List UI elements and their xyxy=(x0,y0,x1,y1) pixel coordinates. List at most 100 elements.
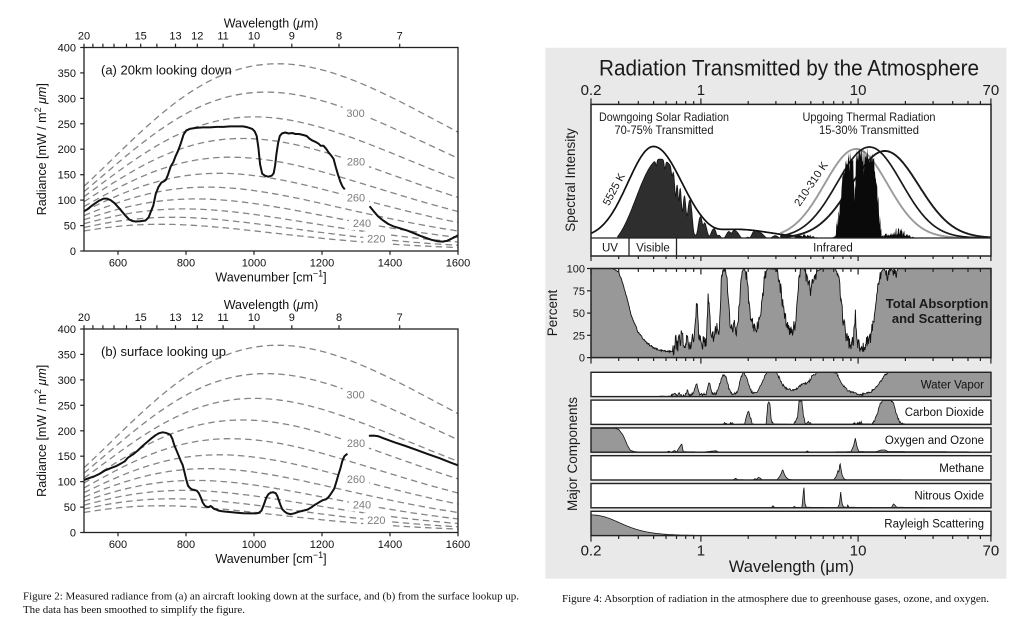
svg-text:1400: 1400 xyxy=(378,258,402,270)
svg-text:1000: 1000 xyxy=(242,258,266,270)
svg-text:600: 600 xyxy=(109,258,127,270)
svg-text:Wavelength (μm): Wavelength (μm) xyxy=(224,298,319,312)
svg-text:300: 300 xyxy=(58,93,76,105)
svg-text:11: 11 xyxy=(217,312,228,324)
svg-text:Radiance [mW / m2 μm]: Radiance [mW / m2 μm] xyxy=(33,365,49,497)
svg-text:Wavelength (μm): Wavelength (μm) xyxy=(729,558,854,576)
svg-text:11: 11 xyxy=(217,31,228,43)
svg-text:Carbon Dioxide: Carbon Dioxide xyxy=(905,407,984,419)
svg-text:150: 150 xyxy=(58,451,76,463)
svg-text:12: 12 xyxy=(191,31,203,43)
svg-text:240: 240 xyxy=(353,500,371,512)
svg-text:300: 300 xyxy=(58,375,76,387)
svg-text:1: 1 xyxy=(697,543,705,560)
svg-text:Infrared: Infrared xyxy=(813,243,853,255)
svg-text:1200: 1200 xyxy=(310,539,334,551)
svg-text:Figure 2: Measured radiance fr: Figure 2: Measured radiance from (a) an … xyxy=(23,592,519,603)
svg-text:Wavelength (μm): Wavelength (μm) xyxy=(224,17,319,31)
svg-text:20: 20 xyxy=(78,312,90,324)
svg-text:7: 7 xyxy=(397,312,403,324)
svg-text:1600: 1600 xyxy=(446,258,470,270)
svg-text:Downgoing Solar Radiation: Downgoing Solar Radiation xyxy=(599,110,729,124)
svg-text:Wavenumber [cm−1]: Wavenumber [cm−1] xyxy=(215,269,326,285)
svg-text:280: 280 xyxy=(347,157,365,169)
svg-text:250: 250 xyxy=(58,400,76,412)
svg-text:400: 400 xyxy=(58,324,76,336)
svg-text:1600: 1600 xyxy=(446,539,470,551)
svg-text:50: 50 xyxy=(573,308,585,320)
svg-text:Rayleigh Scattering: Rayleigh Scattering xyxy=(884,519,984,531)
svg-text:280: 280 xyxy=(347,438,365,450)
svg-text:Water Vapor: Water Vapor xyxy=(921,379,984,391)
svg-text:Figure 4: Absorption of radiat: Figure 4: Absorption of radiation in the… xyxy=(562,594,989,605)
svg-text:220: 220 xyxy=(367,233,385,245)
svg-text:Visible: Visible xyxy=(636,243,670,255)
svg-text:15: 15 xyxy=(135,312,147,324)
svg-text:100: 100 xyxy=(58,477,76,489)
svg-text:350: 350 xyxy=(58,349,76,361)
svg-text:400: 400 xyxy=(58,43,76,55)
svg-text:15: 15 xyxy=(135,31,147,43)
svg-text:Spectral Intensity: Spectral Intensity xyxy=(563,128,578,232)
svg-text:70: 70 xyxy=(983,82,1000,99)
svg-text:Nitrous Oxide: Nitrous Oxide xyxy=(914,491,984,503)
svg-text:1400: 1400 xyxy=(378,539,402,551)
svg-text:0: 0 xyxy=(70,528,76,540)
svg-text:0: 0 xyxy=(579,353,585,365)
svg-text:Total Absorption: Total Absorption xyxy=(886,296,989,311)
svg-text:Major Components: Major Components xyxy=(565,397,580,511)
svg-text:800: 800 xyxy=(177,539,195,551)
svg-text:10: 10 xyxy=(850,543,867,560)
svg-text:9: 9 xyxy=(289,31,295,43)
svg-text:Percent: Percent xyxy=(545,289,560,336)
svg-text:(b) surface looking up: (b) surface looking up xyxy=(101,344,226,359)
svg-text:10: 10 xyxy=(248,312,260,324)
svg-text:240: 240 xyxy=(353,218,371,230)
svg-text:220: 220 xyxy=(367,515,385,527)
svg-text:300: 300 xyxy=(346,389,364,401)
svg-text:Oxygen and Ozone: Oxygen and Ozone xyxy=(885,435,984,447)
svg-text:350: 350 xyxy=(58,68,76,80)
svg-text:260: 260 xyxy=(347,193,365,205)
svg-text:260: 260 xyxy=(347,474,365,486)
svg-text:15-30% Transmitted: 15-30% Transmitted xyxy=(819,123,919,137)
svg-text:50: 50 xyxy=(64,502,76,514)
svg-text:Methane: Methane xyxy=(939,463,984,475)
svg-text:600: 600 xyxy=(109,539,127,551)
svg-text:0.2: 0.2 xyxy=(581,543,602,560)
svg-text:1000: 1000 xyxy=(242,539,266,551)
svg-text:70: 70 xyxy=(983,543,1000,560)
svg-text:50: 50 xyxy=(64,221,76,233)
svg-text:9: 9 xyxy=(289,312,295,324)
svg-text:Radiation Transmitted by the A: Radiation Transmitted by the Atmosphere xyxy=(599,56,979,81)
svg-text:8: 8 xyxy=(336,312,342,324)
svg-text:(a) 20km looking down: (a) 20km looking down xyxy=(101,63,232,78)
svg-text:and Scattering: and Scattering xyxy=(892,311,982,326)
svg-text:8: 8 xyxy=(336,31,342,43)
svg-text:Wavenumber [cm−1]: Wavenumber [cm−1] xyxy=(215,550,326,566)
svg-text:The data has been smoothed to: The data has been smoothed to simplify t… xyxy=(23,605,245,616)
svg-text:250: 250 xyxy=(58,119,76,131)
svg-text:12: 12 xyxy=(191,312,203,324)
svg-text:200: 200 xyxy=(58,144,76,156)
svg-text:0.2: 0.2 xyxy=(581,82,602,99)
svg-text:1200: 1200 xyxy=(310,258,334,270)
svg-text:100: 100 xyxy=(58,195,76,207)
svg-text:25: 25 xyxy=(573,330,585,342)
svg-text:10: 10 xyxy=(850,82,867,99)
svg-text:13: 13 xyxy=(169,312,181,324)
svg-text:100: 100 xyxy=(567,264,585,276)
svg-text:150: 150 xyxy=(58,170,76,182)
svg-text:800: 800 xyxy=(177,258,195,270)
svg-text:70-75% Transmitted: 70-75% Transmitted xyxy=(615,123,714,137)
svg-text:300: 300 xyxy=(346,108,364,120)
svg-text:20: 20 xyxy=(78,31,90,43)
svg-text:75: 75 xyxy=(573,286,585,298)
svg-text:1: 1 xyxy=(697,82,705,99)
svg-text:UV: UV xyxy=(602,243,618,255)
svg-text:0: 0 xyxy=(70,246,76,258)
svg-text:7: 7 xyxy=(397,31,403,43)
svg-text:Radiance [mW / m2 μm]: Radiance [mW / m2 μm] xyxy=(33,83,49,215)
svg-text:10: 10 xyxy=(248,31,260,43)
svg-text:Upgoing Thermal Radiation: Upgoing Thermal Radiation xyxy=(803,110,936,124)
